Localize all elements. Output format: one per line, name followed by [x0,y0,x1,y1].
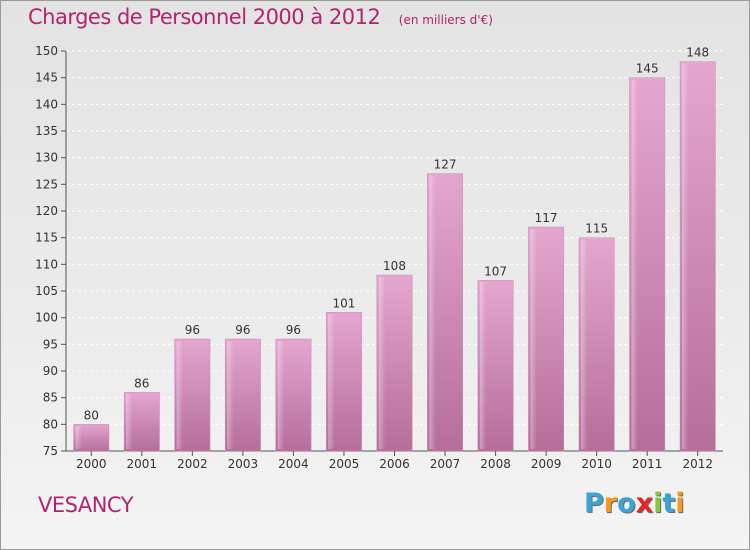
logo-letter: i [653,488,663,519]
y-tick-label: 125 [35,177,58,191]
bar-value-label: 148 [686,46,709,60]
logo-letter: o [617,488,636,519]
bar-highlight [75,426,82,449]
y-tick-label: 100 [35,311,58,325]
x-tick-label: 2000 [76,457,107,471]
logo-letter: r [603,488,618,519]
x-tick-label: 2004 [278,457,309,471]
bar-value-label: 127 [434,158,457,172]
y-tick-label: 140 [35,97,58,111]
x-tick-label: 2002 [177,457,208,471]
title-row: Charges de Personnel 2000 à 2012 (en mil… [28,5,493,29]
y-tick-label: 105 [35,284,58,298]
bar-value-label: 108 [383,259,406,273]
bar-value-label: 145 [636,62,659,76]
chart-subtitle: (en milliers d'€) [398,13,493,27]
x-tick-label: 2003 [228,457,259,471]
x-tick-label: 2007 [430,457,461,471]
bar-highlight [227,341,234,449]
y-tick-label: 130 [35,151,58,165]
bar-value-label: 117 [535,211,558,225]
bar-value-label: 107 [484,264,507,278]
y-tick-label: 85 [43,391,58,405]
logo-letter: t [662,488,676,519]
bar-value-label: 101 [333,296,356,310]
y-tick-label: 90 [43,364,58,378]
logo-letter: i [675,488,685,519]
logo-letter: x [635,488,654,519]
x-tick-label: 2006 [379,457,410,471]
bar-value-label: 115 [585,222,608,236]
x-tick-label: 2012 [682,457,713,471]
bar-highlight [580,239,588,449]
logo-letter: P [584,488,604,519]
bar-highlight [176,341,184,449]
bar-value-label: 80 [84,408,99,422]
bar-highlight [530,229,537,449]
chart-title: Charges de Personnel 2000 à 2012 [28,5,381,29]
commune-name: VESANCY [38,493,134,517]
y-tick-label: 115 [35,231,58,245]
bar-value-label: 96 [185,323,200,337]
x-tick-label: 2008 [480,457,511,471]
bar-highlight [429,175,436,449]
x-tick-label: 2001 [127,457,158,471]
y-tick-label: 150 [35,44,58,58]
bar-highlight [479,282,487,449]
proxiti-logo[interactable]: Proxiti [584,488,685,519]
bar-highlight [277,341,285,449]
bar-highlight [328,314,335,449]
bar-highlight [682,63,689,450]
y-tick-label: 145 [35,71,58,85]
x-tick-label: 2010 [581,457,612,471]
bar-value-label: 96 [286,323,301,337]
bar-highlight [378,277,386,449]
bar-highlight [631,79,638,450]
bar-value-label: 86 [134,376,149,390]
x-tick-label: 2011 [632,457,663,471]
x-tick-label: 2009 [531,457,562,471]
bar-highlight [126,394,133,449]
y-tick-label: 80 [43,417,58,431]
y-tick-label: 110 [35,257,58,271]
y-tick-label: 135 [35,124,58,138]
bar-value-label: 96 [235,323,250,337]
y-tick-label: 120 [35,204,58,218]
x-tick-label: 2005 [329,457,360,471]
y-tick-label: 75 [43,444,58,458]
y-tick-label: 95 [43,337,58,351]
